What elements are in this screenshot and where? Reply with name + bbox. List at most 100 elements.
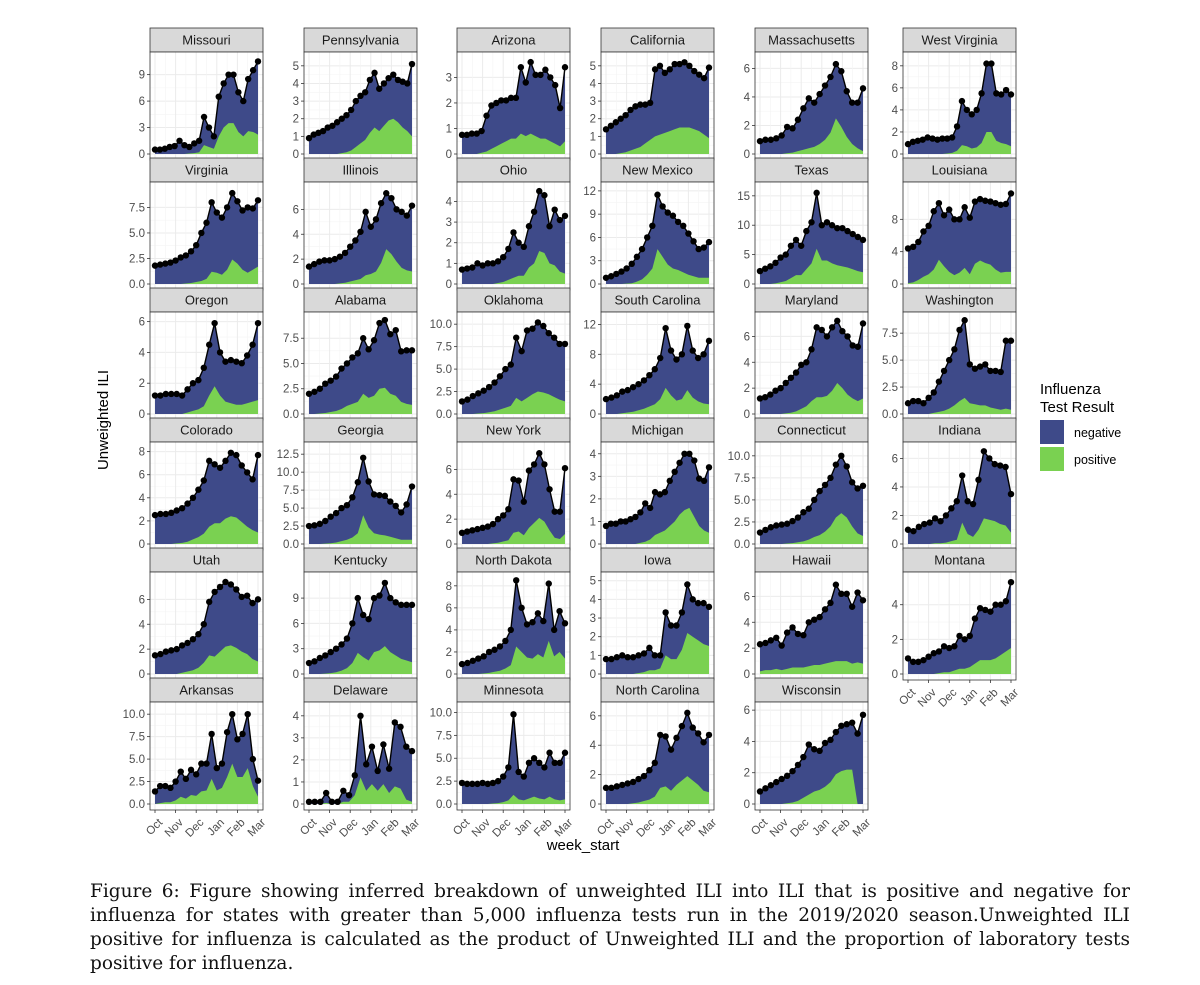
- x-tick-label: Nov: [317, 817, 340, 840]
- y-tick-label: 7.5: [436, 730, 452, 742]
- y-tick-label: 6: [744, 705, 750, 717]
- y-tick-label: 8: [590, 349, 596, 361]
- point-total: [215, 93, 222, 100]
- y-tick-label: 2: [446, 98, 452, 110]
- y-tick-label: 4: [744, 736, 751, 748]
- point-total: [222, 578, 229, 586]
- point-total: [182, 775, 190, 783]
- x-tick-label: Dec: [634, 817, 657, 840]
- point-total: [505, 764, 512, 771]
- point-total: [602, 274, 610, 281]
- point-total: [561, 749, 569, 756]
- point-total: [249, 476, 256, 483]
- point-total: [173, 390, 180, 398]
- point-total: [473, 130, 480, 137]
- area-negative: [462, 714, 565, 804]
- point-total: [397, 509, 405, 516]
- y-tick-label: 6: [139, 96, 145, 108]
- point-total: [662, 324, 669, 332]
- strip: [456, 27, 571, 53]
- point-total: [800, 509, 807, 516]
- x-tick-label: Mar: [697, 817, 720, 840]
- strip: [456, 417, 571, 443]
- point-total: [551, 206, 558, 213]
- point-total: [940, 643, 948, 650]
- panel-alabama: Alabama 0.0 2.5 5.0 7.5: [283, 287, 418, 421]
- y-tick-label: 2: [744, 643, 750, 655]
- legend-key-positive: [1040, 447, 1064, 471]
- point-total: [854, 343, 862, 350]
- y-tick-label: 12: [583, 186, 596, 198]
- area-positive: [908, 397, 1011, 414]
- area-positive: [155, 386, 258, 414]
- point-total: [839, 328, 846, 335]
- y-tick-label: 2: [446, 647, 452, 659]
- y-tick-label: 10: [737, 220, 750, 232]
- point-total: [229, 710, 236, 718]
- point-total: [332, 373, 340, 380]
- point-total: [515, 477, 522, 484]
- point-total: [839, 224, 846, 232]
- area-positive: [606, 127, 709, 154]
- point-total: [642, 500, 649, 507]
- point-total: [161, 145, 169, 152]
- point-total: [767, 391, 774, 398]
- point-total: [488, 102, 495, 109]
- point-total: [811, 746, 818, 753]
- y-tick-label: 0: [744, 669, 750, 681]
- panel-iowa: Iowa 0 1 2 3 4 5: [590, 547, 715, 681]
- point-total: [978, 90, 985, 97]
- point-total: [700, 74, 708, 82]
- strip: [600, 547, 715, 573]
- y-tick-label: 1: [590, 650, 596, 662]
- point-total: [244, 75, 252, 83]
- point-total: [243, 592, 251, 599]
- point-total: [997, 201, 1004, 208]
- y-tick-label: 5.0: [436, 753, 452, 765]
- point-total: [151, 262, 159, 269]
- strip-label: Delaware: [333, 683, 388, 698]
- y-tick-label: 4: [892, 600, 899, 612]
- point-total: [510, 229, 517, 236]
- panel-connecticut: Connecticut 0.0 2.5 5.0 7.5 10.0: [728, 417, 869, 551]
- point-total: [640, 650, 648, 657]
- point-total: [980, 448, 988, 455]
- x-tick-label: Nov: [916, 687, 939, 710]
- area-positive: [606, 776, 709, 804]
- point-total: [376, 491, 383, 499]
- y-tick-label: 6: [744, 331, 750, 343]
- point-total: [316, 258, 323, 265]
- point-total: [367, 223, 374, 230]
- point-total: [646, 372, 653, 379]
- panel-ohio: Ohio 0 1 2 3 4: [446, 157, 571, 291]
- point-total: [162, 782, 169, 790]
- y-tick-label: 5.0: [283, 503, 299, 515]
- area-negative: [908, 63, 1011, 154]
- x-tick-label: Feb: [532, 817, 555, 840]
- point-total: [556, 104, 564, 112]
- point-total: [700, 599, 707, 607]
- legend-label-negative: negative: [1074, 426, 1121, 440]
- point-total: [992, 367, 999, 375]
- area-positive: [462, 517, 565, 544]
- point-total: [403, 212, 411, 219]
- legend-title-line2: Test Result: [1040, 399, 1115, 416]
- point-total: [327, 513, 334, 520]
- point-total: [832, 461, 840, 468]
- point-total: [167, 259, 174, 266]
- point-total: [773, 634, 780, 641]
- point-total: [756, 529, 764, 536]
- point-total: [632, 103, 639, 110]
- point-total: [556, 759, 564, 767]
- y-tick-label: 2: [293, 114, 299, 126]
- point-total: [678, 722, 686, 730]
- y-tick-label: 2: [590, 770, 596, 782]
- point-total: [992, 601, 999, 608]
- y-tick-label: 0: [744, 799, 750, 811]
- point-total: [1002, 86, 1010, 94]
- y-tick-label: 3: [446, 217, 452, 229]
- x-tick-label: Jan: [512, 817, 534, 839]
- x-tick-label: Feb: [830, 817, 853, 840]
- point-total: [678, 351, 686, 358]
- point-total: [507, 361, 514, 368]
